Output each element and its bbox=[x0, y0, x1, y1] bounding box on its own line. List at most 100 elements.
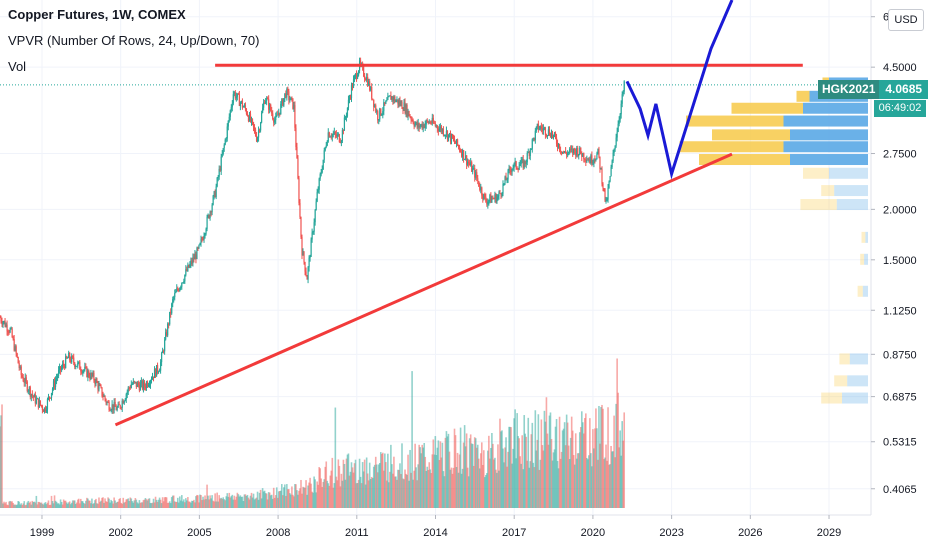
volume-bar bbox=[215, 501, 217, 508]
volume-bar bbox=[228, 492, 231, 508]
volume-bar bbox=[254, 498, 257, 508]
candle-body bbox=[241, 101, 244, 108]
volume-bar bbox=[470, 443, 473, 508]
candle-body bbox=[65, 356, 67, 368]
projection-path[interactable] bbox=[625, 0, 734, 180]
volume-bar bbox=[419, 447, 421, 508]
price-axis[interactable]: 6 4.5000 2.7500 2.0000 1.5000 1.1250 0.8750 0.6… bbox=[871, 12, 917, 496]
candle-body bbox=[418, 123, 420, 128]
time-axis[interactable]: 1999 2002 2005 2008 2011 2014 2017 2020 2023 2026… bbox=[30, 515, 842, 539]
volume-bar bbox=[206, 484, 208, 508]
candle-body bbox=[510, 170, 512, 172]
volume-bar bbox=[300, 479, 302, 508]
volume-bar bbox=[500, 431, 502, 508]
volume-bar bbox=[465, 433, 468, 508]
volume-bar bbox=[291, 486, 293, 508]
candle-body bbox=[611, 160, 613, 168]
candle-body bbox=[293, 105, 295, 109]
volume-bar bbox=[89, 500, 91, 508]
candle-body bbox=[68, 352, 70, 358]
volume-bar bbox=[583, 433, 585, 508]
candle-body bbox=[521, 158, 523, 160]
volume-bar bbox=[361, 462, 364, 508]
candle-body bbox=[404, 102, 406, 113]
volume-bar bbox=[521, 435, 523, 508]
volume-bar bbox=[84, 503, 86, 508]
volume-bar bbox=[97, 503, 99, 508]
volume-bar bbox=[425, 470, 428, 508]
vpvr-up-bar bbox=[783, 115, 868, 127]
candle-body bbox=[463, 150, 465, 160]
volume-bar bbox=[306, 494, 308, 508]
volume-bar bbox=[558, 416, 561, 508]
legend-vpvr[interactable]: VPVR (Number Of Rows, 24, Up/Down, 70) bbox=[8, 33, 259, 48]
x-tick-label: 2011 bbox=[345, 527, 369, 539]
candle-body bbox=[390, 95, 392, 100]
candle-body bbox=[212, 195, 214, 205]
candle-body bbox=[278, 112, 280, 116]
candle-body bbox=[496, 197, 498, 203]
vpvr-up-bar bbox=[803, 102, 868, 114]
volume-bar bbox=[122, 497, 125, 508]
volume-bar bbox=[317, 484, 319, 508]
candle-body bbox=[462, 150, 464, 157]
candle-body bbox=[531, 139, 533, 149]
candle-body bbox=[588, 159, 590, 161]
candle-body bbox=[359, 60, 362, 65]
currency-button[interactable]: USD bbox=[888, 9, 924, 31]
candle-body bbox=[296, 146, 298, 159]
candle-body bbox=[507, 170, 509, 180]
volume-bar bbox=[518, 438, 520, 508]
vpvr-down-bar bbox=[679, 141, 784, 153]
candle-body bbox=[147, 385, 150, 387]
legend-symbol[interactable]: Copper Futures, 1W, COMEX bbox=[8, 7, 186, 22]
volume-bar bbox=[129, 497, 132, 508]
volume-bar bbox=[471, 444, 474, 508]
volume-bar bbox=[570, 416, 573, 508]
volume-bar bbox=[74, 503, 77, 508]
candle-body bbox=[379, 108, 381, 120]
volume-bar bbox=[488, 435, 490, 508]
volume-bar bbox=[303, 487, 305, 508]
candle-body bbox=[215, 186, 217, 198]
volume-bar bbox=[238, 496, 241, 508]
volume-bar bbox=[606, 460, 608, 508]
volume-bar bbox=[548, 415, 551, 508]
volume-bar bbox=[142, 500, 145, 508]
volume-bar bbox=[67, 502, 70, 508]
volume-bar bbox=[505, 437, 507, 508]
volume-bar bbox=[9, 500, 11, 508]
candle-body bbox=[116, 407, 118, 411]
volume-bar bbox=[605, 444, 607, 508]
volume-bar bbox=[599, 443, 601, 508]
candle-body bbox=[47, 396, 50, 400]
volume-bar bbox=[91, 498, 93, 508]
support-trendline[interactable] bbox=[114, 152, 733, 427]
candle-body bbox=[44, 407, 47, 412]
candle-body bbox=[535, 126, 537, 131]
volume-bar bbox=[81, 501, 83, 508]
volume-bar bbox=[332, 487, 335, 508]
candle-body bbox=[491, 198, 493, 203]
volume-bar bbox=[456, 452, 459, 508]
candle-body bbox=[312, 231, 314, 233]
candle-body bbox=[108, 402, 110, 410]
candle-body bbox=[394, 96, 396, 102]
candle-body bbox=[139, 383, 141, 391]
candle-body bbox=[570, 148, 572, 150]
legend-vol[interactable]: Vol bbox=[8, 59, 26, 74]
volume-bar bbox=[11, 501, 13, 508]
vpvr-up-bar bbox=[849, 353, 868, 365]
volume-bar bbox=[268, 492, 271, 508]
candle-body bbox=[91, 372, 93, 376]
vpvr-up-bar bbox=[829, 167, 868, 179]
candle-body bbox=[273, 118, 275, 123]
candle-body bbox=[380, 108, 382, 116]
candle-body bbox=[478, 180, 480, 187]
volume-bar bbox=[407, 454, 409, 508]
volume-bar bbox=[476, 444, 479, 508]
candle-body bbox=[51, 388, 54, 393]
volume-bar bbox=[464, 446, 467, 508]
volume-bar bbox=[590, 453, 592, 508]
